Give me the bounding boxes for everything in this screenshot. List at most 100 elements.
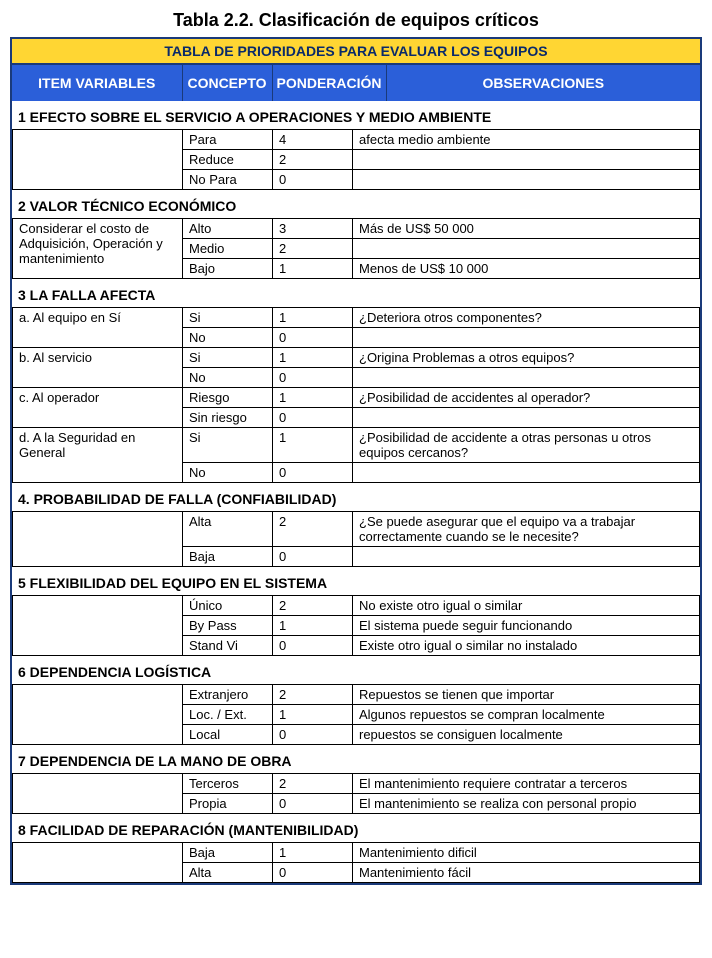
ponderacion-cell: 4 <box>273 130 353 150</box>
observaciones-cell: Existe otro igual o similar no instalado <box>353 636 700 656</box>
observaciones-cell <box>353 368 700 388</box>
concepto-cell: Extranjero <box>183 685 273 705</box>
observaciones-cell: Más de US$ 50 000 <box>353 219 700 239</box>
concepto-cell: Si <box>183 428 273 463</box>
section-table: Considerar el costo de Adquisición, Oper… <box>12 218 700 279</box>
table-row: Único2No existe otro igual o similar <box>13 596 700 616</box>
ponderacion-cell: 3 <box>273 219 353 239</box>
observaciones-cell: No existe otro igual o similar <box>353 596 700 616</box>
ponderacion-cell: 2 <box>273 150 353 170</box>
concepto-cell: Sin riesgo <box>183 408 273 428</box>
section-table: Terceros2El mantenimiento requiere contr… <box>12 773 700 814</box>
ponderacion-cell: 0 <box>273 368 353 388</box>
observaciones-cell: ¿Deteriora otros componentes? <box>353 308 700 328</box>
concepto-cell: Medio <box>183 239 273 259</box>
ponderacion-cell: 1 <box>273 308 353 328</box>
observaciones-cell: ¿Origina Problemas a otros equipos? <box>353 348 700 368</box>
ponderacion-cell: 2 <box>273 239 353 259</box>
ponderacion-cell: 1 <box>273 348 353 368</box>
ponderacion-cell: 1 <box>273 616 353 636</box>
ponderacion-cell: 0 <box>273 794 353 814</box>
section-heading: 2 VALOR TÉCNICO ECONÓMICO <box>12 190 700 218</box>
ponderacion-cell: 1 <box>273 428 353 463</box>
ponderacion-cell: 0 <box>273 328 353 348</box>
section-table: Para4afecta medio ambienteReduce2No Para… <box>12 129 700 190</box>
observaciones-cell: ¿Se puede asegurar que el equipo va a tr… <box>353 512 700 547</box>
table-row: Baja1Mantenimiento dificil <box>13 843 700 863</box>
section-table: Único2No existe otro igual o similarBy P… <box>12 595 700 656</box>
section-heading: 3 LA FALLA AFECTA <box>12 279 700 307</box>
section-heading: 5 FLEXIBILIDAD DEL EQUIPO EN EL SISTEMA <box>12 567 700 595</box>
table-row: a. Al equipo en SíSi1¿Deteriora otros co… <box>13 308 700 328</box>
header-item-variables: ITEM VARIABLES <box>12 65 182 101</box>
concepto-cell: Para <box>183 130 273 150</box>
table-body: 1 EFECTO SOBRE EL SERVICIO A OPERACIONES… <box>12 101 700 883</box>
concepto-cell: Reduce <box>183 150 273 170</box>
concepto-cell: No <box>183 463 273 483</box>
concepto-cell: No Para <box>183 170 273 190</box>
concepto-cell: Propia <box>183 794 273 814</box>
section-table: Alta2¿Se puede asegurar que el equipo va… <box>12 511 700 567</box>
concepto-cell: Baja <box>183 547 273 567</box>
ponderacion-cell: 0 <box>273 725 353 745</box>
observaciones-cell: ¿Posibilidad de accidente a otras person… <box>353 428 700 463</box>
concepto-cell: Terceros <box>183 774 273 794</box>
section-heading: 1 EFECTO SOBRE EL SERVICIO A OPERACIONES… <box>12 101 700 129</box>
concepto-cell: Si <box>183 348 273 368</box>
variable-cell: a. Al equipo en Sí <box>13 308 183 348</box>
header-observaciones: OBSERVACIONES <box>386 65 700 101</box>
ponderacion-cell: 0 <box>273 463 353 483</box>
observaciones-cell: Menos de US$ 10 000 <box>353 259 700 279</box>
section-heading: 8 FACILIDAD DE REPARACIÓN (MANTENIBILIDA… <box>12 814 700 842</box>
concepto-cell: No <box>183 328 273 348</box>
ponderacion-cell: 1 <box>273 388 353 408</box>
variable-cell <box>13 843 183 883</box>
observaciones-cell <box>353 463 700 483</box>
concepto-cell: Loc. / Ext. <box>183 705 273 725</box>
observaciones-cell: afecta medio ambiente <box>353 130 700 150</box>
ponderacion-cell: 2 <box>273 774 353 794</box>
observaciones-cell: Mantenimiento dificil <box>353 843 700 863</box>
table-frame: TABLA DE PRIORIDADES PARA EVALUAR LOS EQ… <box>10 37 702 885</box>
section-table: Baja1Mantenimiento dificilAlta0Mantenimi… <box>12 842 700 883</box>
header-concepto: CONCEPTO <box>182 65 272 101</box>
table-row: Alta2¿Se puede asegurar que el equipo va… <box>13 512 700 547</box>
table-row: Terceros2El mantenimiento requiere contr… <box>13 774 700 794</box>
observaciones-cell <box>353 170 700 190</box>
observaciones-cell: Mantenimiento fácil <box>353 863 700 883</box>
concepto-cell: Alta <box>183 512 273 547</box>
concepto-cell: Baja <box>183 843 273 863</box>
ponderacion-cell: 0 <box>273 408 353 428</box>
concepto-cell: Único <box>183 596 273 616</box>
observaciones-cell: El mantenimiento requiere contratar a te… <box>353 774 700 794</box>
observaciones-cell: El sistema puede seguir funcionando <box>353 616 700 636</box>
observaciones-cell: repuestos se consiguen localmente <box>353 725 700 745</box>
variable-cell <box>13 774 183 814</box>
variable-cell: c. Al operador <box>13 388 183 428</box>
concepto-cell: Si <box>183 308 273 328</box>
table-row: b. Al servicioSi1¿Origina Problemas a ot… <box>13 348 700 368</box>
concepto-cell: Stand Vi <box>183 636 273 656</box>
variable-cell <box>13 130 183 190</box>
ponderacion-cell: 0 <box>273 547 353 567</box>
observaciones-cell <box>353 150 700 170</box>
ponderacion-cell: 0 <box>273 863 353 883</box>
concepto-cell: Local <box>183 725 273 745</box>
table-row: Para4afecta medio ambiente <box>13 130 700 150</box>
table-row: d. A la Seguridad en GeneralSi1¿Posibili… <box>13 428 700 463</box>
ponderacion-cell: 2 <box>273 596 353 616</box>
table-row: c. Al operadorRiesgo1¿Posibilidad de acc… <box>13 388 700 408</box>
concepto-cell: No <box>183 368 273 388</box>
table-banner: TABLA DE PRIORIDADES PARA EVALUAR LOS EQ… <box>12 39 700 65</box>
variable-cell: Considerar el costo de Adquisición, Oper… <box>13 219 183 279</box>
observaciones-cell: El mantenimiento se realiza con personal… <box>353 794 700 814</box>
observaciones-cell <box>353 239 700 259</box>
ponderacion-cell: 2 <box>273 512 353 547</box>
concepto-cell: Alto <box>183 219 273 239</box>
section-heading: 6 DEPENDENCIA LOGÍSTICA <box>12 656 700 684</box>
ponderacion-cell: 1 <box>273 843 353 863</box>
variable-cell: d. A la Seguridad en General <box>13 428 183 483</box>
concepto-cell: Alta <box>183 863 273 883</box>
table-title: Tabla 2.2. Clasificación de equipos crít… <box>10 10 702 31</box>
observaciones-cell <box>353 547 700 567</box>
